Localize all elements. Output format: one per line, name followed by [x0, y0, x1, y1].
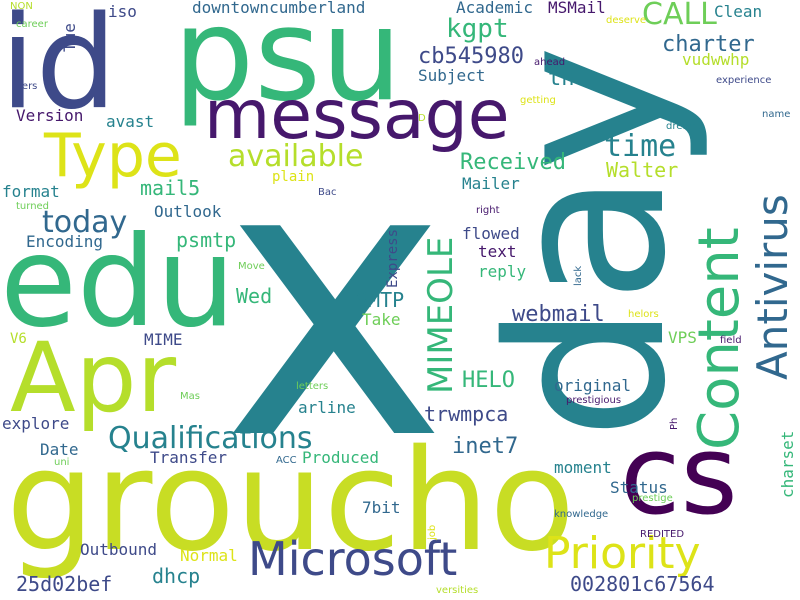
word-transfer: Transfer	[150, 448, 228, 467]
word-antivirus: Antivirus	[748, 194, 797, 380]
word-call: CALL	[642, 0, 717, 32]
word-7bit: 7bit	[362, 498, 401, 517]
word-type: Type	[44, 121, 182, 191]
word-name: name	[762, 109, 791, 120]
word-status: Status	[610, 478, 668, 497]
word-ters: ters	[18, 81, 38, 92]
word-arline: arline	[298, 398, 356, 417]
word-trwmpca: trwmpca	[424, 402, 509, 426]
word-vudwwhp: vudwwhp	[682, 50, 750, 69]
word-lack: lack	[573, 265, 584, 286]
word-produced: Produced	[302, 448, 380, 467]
word-d: D	[418, 113, 426, 124]
word-id: id	[0, 0, 117, 138]
word-inet7: inet7	[452, 434, 519, 459]
word-flowed: flowed	[462, 224, 520, 243]
word-charset: charset	[778, 430, 797, 498]
word-academic: Academic	[456, 0, 534, 17]
word-tn: tn	[548, 66, 575, 91]
word-downtowncumberland: downtowncumberland	[192, 0, 366, 17]
word-cb545980: cb545980	[418, 44, 524, 69]
word-getting: getting	[520, 95, 556, 106]
word-reply: reply	[478, 262, 527, 281]
word-career: career	[16, 19, 48, 30]
word-v6: V6	[10, 331, 27, 347]
word-experience: experience	[716, 75, 772, 86]
word-dhcp: dhcp	[152, 564, 201, 588]
word-002801c67564: 002801c67564	[570, 572, 715, 596]
word-smtp: SMTP	[356, 288, 405, 312]
word-wed: Wed	[236, 284, 273, 308]
word-mimeole: MIMEOLE	[421, 236, 461, 394]
word-ph: Ph	[669, 417, 680, 430]
word-plain: plain	[272, 169, 315, 185]
word-job: job	[427, 524, 438, 540]
word-bac: Bac	[318, 187, 337, 198]
word-today: today	[42, 205, 128, 240]
word-original: original	[554, 376, 632, 395]
word-outbound: Outbound	[80, 540, 158, 559]
word-mail5: mail5	[140, 176, 201, 200]
word-encoding: Encoding	[26, 232, 104, 251]
word-helors: helors	[628, 309, 659, 320]
word-uni: uni	[54, 457, 70, 468]
word-priority: Priority	[544, 528, 701, 579]
word-text: text	[478, 242, 517, 261]
word-mas: Mas	[180, 391, 200, 402]
word-moment: moment	[554, 458, 612, 477]
word-cs: cs	[620, 411, 738, 539]
word-kgpt: kgpt	[446, 14, 509, 44]
word-walter: Walter	[606, 158, 679, 182]
word-field: field	[720, 335, 742, 346]
word-qualifications: Qualifications	[108, 421, 313, 456]
word-apr: Apr	[10, 322, 177, 434]
word-knowledge: knowledge	[554, 509, 609, 520]
word-outlook: Outlook	[154, 202, 222, 221]
word-clean: Clean	[714, 2, 763, 21]
word-tue: Tue	[60, 23, 79, 52]
word-groucho: groucho	[6, 420, 576, 583]
word-psmtp: psmtp	[176, 228, 237, 252]
word-deserve: deserve	[606, 15, 647, 26]
word-helo: HELO	[462, 368, 515, 393]
word-available: available	[228, 139, 364, 174]
word-dreams: dreams	[666, 121, 704, 132]
word-mime: MIME	[144, 330, 183, 349]
word-express: Express	[385, 228, 401, 288]
word-acc: ACC	[276, 455, 297, 466]
word-non: NON	[10, 1, 33, 12]
word-25d02bef: 25d02bef	[16, 572, 113, 596]
word-letters: letters	[296, 381, 329, 392]
word-charter: charter	[662, 32, 755, 57]
word-explore: explore	[2, 414, 70, 433]
word-vps: VPS	[668, 328, 697, 347]
word-take: Take	[362, 310, 401, 329]
word-received: Received	[460, 150, 566, 175]
word-normal: Normal	[180, 546, 238, 565]
word-prestige: prestige	[632, 493, 673, 504]
word-version: Version	[16, 106, 84, 125]
word-time: time	[604, 129, 677, 164]
word-redited: REDITED	[640, 529, 685, 540]
word-date: Date	[40, 440, 79, 459]
word-avast: avast	[106, 112, 155, 131]
word-iso: iso	[108, 2, 137, 21]
word-format: format	[2, 182, 60, 201]
word-msmail: MSMail	[548, 0, 606, 17]
word-mailer: Mailer	[462, 174, 520, 193]
word-edu: edu	[0, 210, 236, 355]
word-prestigious: prestigious	[566, 395, 622, 406]
word-psu: psu	[173, 0, 403, 130]
word-microsoft: Microsoft	[248, 532, 458, 586]
word-subject: Subject	[418, 66, 486, 85]
word-turned: turned	[16, 201, 50, 212]
word-ahead: ahead	[534, 57, 566, 68]
word-move: Move	[238, 261, 265, 272]
word-right: right	[476, 205, 500, 216]
word-message: message	[204, 76, 510, 155]
word-x: x	[222, 80, 447, 523]
word-webmail: webmail	[512, 302, 605, 327]
word-versities: versities	[436, 585, 479, 596]
